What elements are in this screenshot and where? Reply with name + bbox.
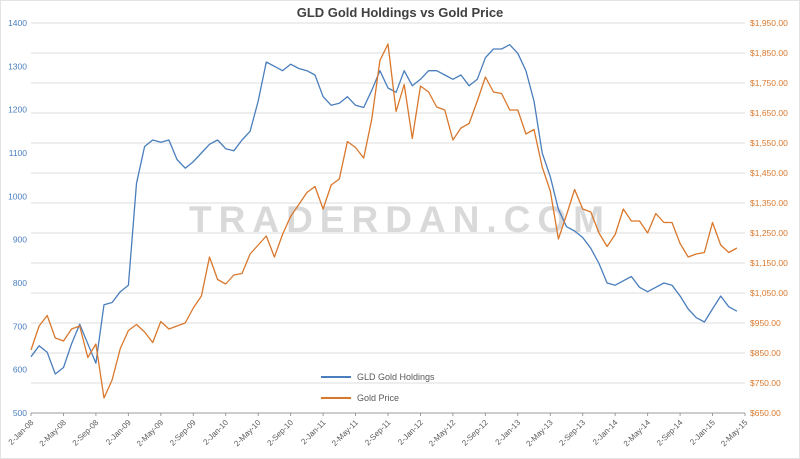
x-axis-tick-label: 2-Jan-12: [396, 418, 425, 447]
y-axis-label-left: 1300: [8, 61, 27, 71]
x-axis-tick-label: 2-Sep-13: [557, 418, 587, 448]
y-axis-label-left: 1400: [8, 18, 27, 28]
x-axis-tick-label: 2-May-14: [622, 418, 653, 449]
legend-item-gold-price: Gold Price: [321, 393, 435, 403]
y-axis-label-right: $1,750.00: [750, 78, 788, 88]
y-axis-label-right: $1,350.00: [750, 198, 788, 208]
y-axis-label-right: $1,550.00: [750, 138, 788, 148]
y-axis-label-left: 700: [13, 321, 27, 331]
legend-item-gld-holdings: GLD Gold Holdings: [321, 372, 435, 382]
x-axis-tick-label: 2-Sep-14: [655, 418, 685, 448]
y-axis-label-right: $950.00: [750, 318, 781, 328]
x-axis-tick-label: 2-Jan-08: [7, 418, 36, 447]
series-gld-gold-holdings-line: [30, 44, 738, 375]
legend-line-sample-gold-price: [321, 397, 351, 399]
y-axis-label-right: $650.00: [750, 408, 781, 418]
x-axis-tick-label: 2-Jan-13: [494, 418, 523, 447]
y-axis-label-left: 800: [13, 278, 27, 288]
y-axis-label-left: 900: [13, 235, 27, 245]
x-axis-tick-label: 2-Jan-11: [299, 418, 328, 447]
y-axis-label-right: $1,450.00: [750, 168, 788, 178]
x-axis-tick-label: 2-May-09: [135, 418, 166, 449]
x-axis-tick-label: 2-Sep-12: [460, 418, 490, 448]
chart-title: GLD Gold Holdings vs Gold Price: [296, 5, 504, 20]
legend-label-gold-price: Gold Price: [357, 393, 400, 403]
y-axis-label-right: $1,150.00: [750, 258, 788, 268]
y-axis-label-right: $1,650.00: [750, 108, 788, 118]
y-axis-label-left: 1100: [9, 148, 28, 158]
x-axis-tick-label: 2-Sep-11: [363, 418, 393, 448]
x-axis-tick-label: 2-Jan-15: [688, 418, 717, 447]
series-gold-price-line: [30, 43, 738, 399]
legend-line-sample-gld: [321, 376, 351, 378]
y-axis-label-right: $1,950.00: [750, 18, 788, 28]
x-axis-tick-label: 2-Sep-08: [71, 418, 101, 448]
x-axis-tick-label: 2-Jan-10: [201, 418, 230, 447]
y-axis-label-right: $1,250.00: [750, 228, 788, 238]
x-axis-tick-label: 2-May-15: [719, 418, 750, 449]
x-axis-tick-label: 2-May-12: [427, 418, 458, 449]
x-axis-tick-label: 2-May-08: [38, 418, 69, 449]
y-axis-label-right: $750.00: [750, 378, 781, 388]
x-axis-tick-label: 2-Sep-10: [265, 418, 295, 448]
y-axis-label-left: 1000: [8, 191, 27, 201]
x-axis-tick-label: 2-Sep-09: [168, 418, 198, 448]
y-axis-label-right: $1,850.00: [750, 48, 788, 58]
y-axis-label-right: $850.00: [750, 348, 781, 358]
y-axis-label-right: $1,050.00: [750, 288, 788, 298]
y-axis-label-left: 500: [13, 408, 27, 418]
legend-label-gld: GLD Gold Holdings: [357, 372, 435, 382]
x-axis-tick-label: 2-Jan-14: [591, 418, 620, 447]
y-axis-label-left: 600: [13, 365, 27, 375]
y-axis-label-left: 1200: [8, 105, 27, 115]
x-axis-tick-label: 2-May-13: [524, 418, 555, 449]
x-axis-tick-label: 2-May-10: [232, 418, 263, 449]
x-axis-tick-label: 2-May-11: [330, 418, 360, 448]
legend: GLD Gold Holdings Gold Price: [321, 372, 435, 414]
x-axis-tick-label: 2-Jan-09: [104, 418, 133, 447]
